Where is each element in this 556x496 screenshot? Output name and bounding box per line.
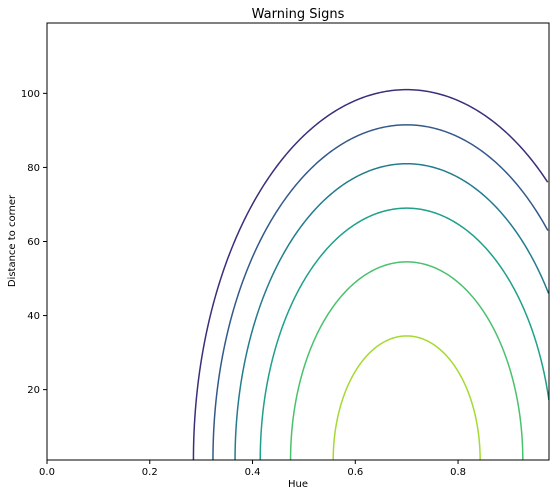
y-tick-label: 80 — [27, 163, 40, 174]
contour-line — [234, 162, 550, 461]
y-axis-ticks: 20 40 60 80 100 — [21, 89, 47, 396]
x-tick-label: 0.0 — [39, 467, 55, 478]
contour-line — [192, 88, 549, 461]
contour-line — [289, 261, 524, 461]
contour-lines — [192, 88, 550, 461]
chart-title: Warning Signs — [252, 7, 345, 22]
contour-line — [259, 207, 550, 461]
x-axis-ticks: 0.0 0.2 0.4 0.6 0.8 — [39, 460, 466, 478]
contour-line — [332, 335, 481, 461]
x-tick-label: 0.8 — [450, 467, 466, 478]
y-tick-label: 100 — [21, 89, 40, 100]
x-axis-label: Hue — [288, 479, 308, 490]
contour-line — [212, 124, 549, 461]
plot-area — [47, 23, 549, 460]
y-tick-label: 40 — [27, 311, 40, 322]
x-tick-label: 0.6 — [347, 467, 363, 478]
x-tick-label: 0.4 — [245, 467, 261, 478]
x-tick-label: 0.2 — [142, 467, 158, 478]
y-tick-label: 60 — [27, 237, 40, 248]
y-axis-label: Distance to corner — [7, 194, 18, 287]
y-tick-label: 20 — [27, 385, 40, 396]
